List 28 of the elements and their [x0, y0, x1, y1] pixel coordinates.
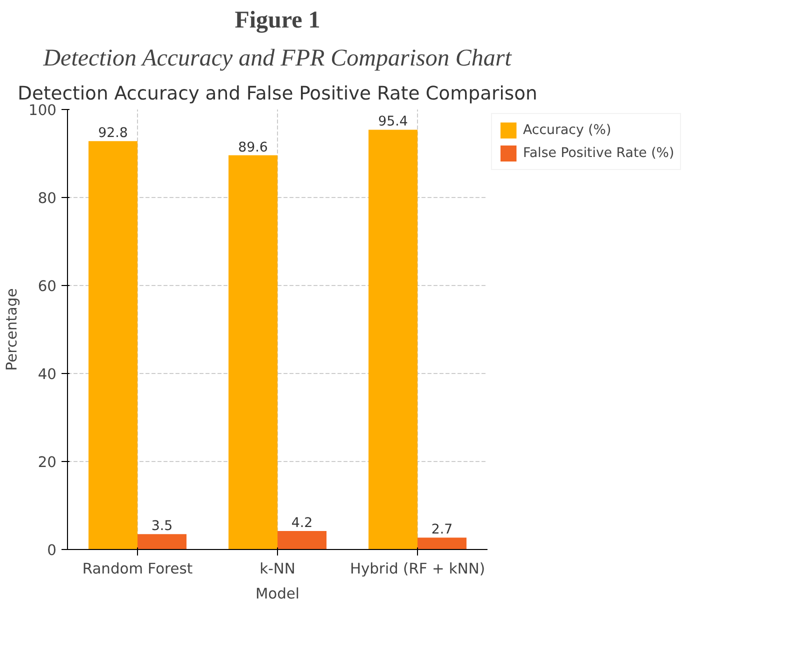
- data-label: 4.2: [291, 516, 313, 532]
- bar: [88, 141, 138, 550]
- x-tick-label: Hybrid (RF + kNN): [350, 560, 486, 578]
- x-tick-label: Random Forest: [82, 560, 193, 578]
- bar: [368, 130, 418, 550]
- y-axis-title: Percentage: [4, 288, 21, 371]
- bar: [228, 155, 278, 550]
- data-label: 2.7: [431, 522, 453, 538]
- y-tick-label: 100: [28, 102, 57, 119]
- bar: [138, 534, 186, 550]
- text: Detection Accuracy and FPR Comparison Chart: [42, 46, 513, 72]
- y-tick-label: 40: [38, 366, 57, 383]
- caption: Figure 1: [234, 8, 320, 34]
- y-tick-label: 0: [47, 542, 57, 559]
- y-tick-label: 20: [38, 454, 57, 471]
- data-label: 92.8: [98, 126, 128, 142]
- bar: [418, 538, 466, 550]
- x-axis-title: Model: [256, 586, 300, 602]
- y-tick-label: 60: [38, 278, 57, 295]
- chart-title: Detection Accuracy and False Positive Rate Comparison: [18, 84, 538, 104]
- bar: [278, 531, 326, 550]
- x-tick-label: k-NN: [260, 560, 296, 578]
- legend-label: Accuracy (%): [523, 122, 612, 138]
- data-label: 89.6: [238, 140, 268, 156]
- data-label: 3.5: [151, 519, 173, 534]
- y-tick-label: 80: [38, 190, 57, 207]
- data-label: 95.4: [378, 114, 408, 130]
- legend-label: False Positive Rate (%): [523, 146, 674, 160]
